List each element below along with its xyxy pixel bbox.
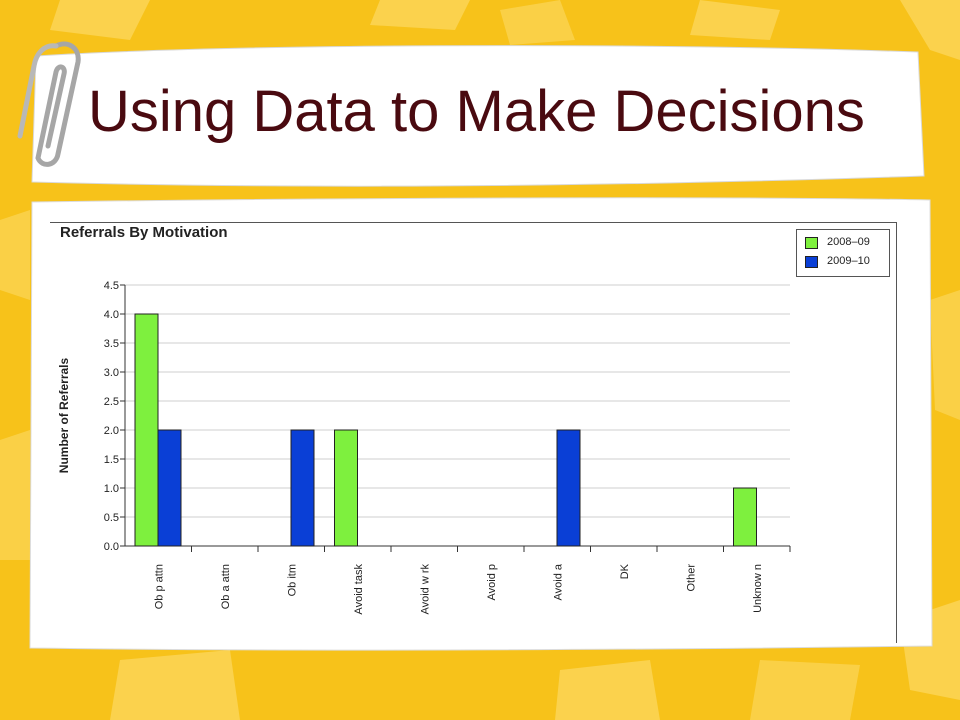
legend-swatch-2008-09 <box>805 237 818 249</box>
bar <box>334 429 358 547</box>
y-tick-label: 1.0 <box>104 483 119 495</box>
y-axis-label: Number of Referrals <box>57 357 71 473</box>
chart-card <box>29 197 933 651</box>
bar <box>134 313 159 547</box>
y-tick-label: 0.0 <box>104 541 119 553</box>
x-tick-label: Avoid p <box>486 564 498 601</box>
x-tick-label: Ob itm <box>286 564 298 596</box>
y-tick-label: 2.5 <box>104 396 119 408</box>
x-tick-label: Avoid w rk <box>419 564 431 615</box>
x-tick-label: Unknow n <box>752 564 764 613</box>
legend-label: 2008–09 <box>827 236 870 248</box>
bar <box>157 429 182 547</box>
page-title: Using Data to Make Decisions <box>88 79 865 144</box>
y-tick-label: 3.5 <box>104 338 119 350</box>
y-tick-label: 3.0 <box>104 367 119 379</box>
bar <box>733 487 757 547</box>
bar <box>556 429 581 547</box>
chart-frame <box>50 222 897 643</box>
x-tick-label: Other <box>685 564 697 592</box>
x-tick-label: Avoid task <box>353 564 365 615</box>
legend-swatch-2009-10 <box>805 256 818 268</box>
bar <box>290 429 315 547</box>
y-tick-label: 1.5 <box>104 454 119 466</box>
y-tick-label: 0.5 <box>104 512 119 524</box>
x-tick-label: DK <box>619 563 631 579</box>
y-tick-label: 2.0 <box>104 425 119 437</box>
title-banner <box>31 45 925 187</box>
chart-legend: 2008–09 2009–10 <box>796 229 890 277</box>
chart-title: Referrals By Motivation <box>60 224 228 241</box>
x-tick-label: Ob a attn <box>220 564 232 609</box>
legend-label: 2009–10 <box>827 255 870 267</box>
y-tick-label: 4.5 <box>104 280 119 292</box>
paperclip-icon <box>17 41 81 167</box>
x-tick-label: Ob p attn <box>153 564 165 609</box>
x-tick-label: Avoid a <box>552 563 564 600</box>
y-tick-label: 4.0 <box>104 309 119 321</box>
